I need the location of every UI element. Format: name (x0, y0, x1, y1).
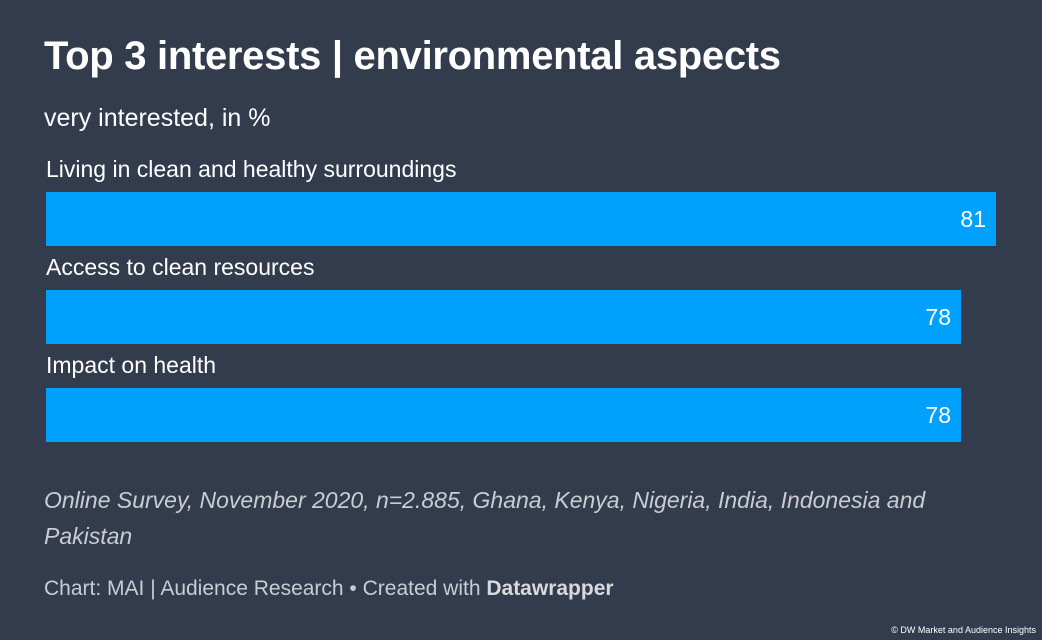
bar-label: Living in clean and healthy surroundings (46, 156, 457, 182)
chart-subtitle: very interested, in % (44, 104, 271, 132)
chart-title: Top 3 interests | environmental aspects (44, 34, 781, 78)
bar-row: Impact on health 78 (46, 346, 996, 444)
bar-label: Access to clean resources (46, 254, 315, 280)
bar-value-label: 78 (925, 402, 951, 428)
copyright-notice: © DW Market and Audience Insights (891, 625, 1036, 635)
chart-notes: Online Survey, November 2020, n=2.885, G… (44, 487, 926, 549)
bar-row: Access to clean resources 78 (46, 248, 996, 346)
bar: 78 (46, 290, 961, 344)
bar-value-label: 81 (960, 206, 986, 232)
bar: 78 (46, 388, 961, 442)
bar-value-label: 78 (925, 304, 951, 330)
bar-label: Impact on health (46, 352, 217, 378)
datawrapper-link[interactable]: Datawrapper (486, 577, 614, 600)
bar-chart: Living in clean and healthy surroundings… (46, 150, 996, 450)
bar-row: Living in clean and healthy surroundings… (46, 150, 996, 248)
source-prefix: Chart: MAI | Audience Research • Created… (44, 577, 487, 600)
chart-source: Chart: MAI | Audience Research • Created… (44, 577, 614, 601)
bar: 81 (46, 192, 996, 246)
